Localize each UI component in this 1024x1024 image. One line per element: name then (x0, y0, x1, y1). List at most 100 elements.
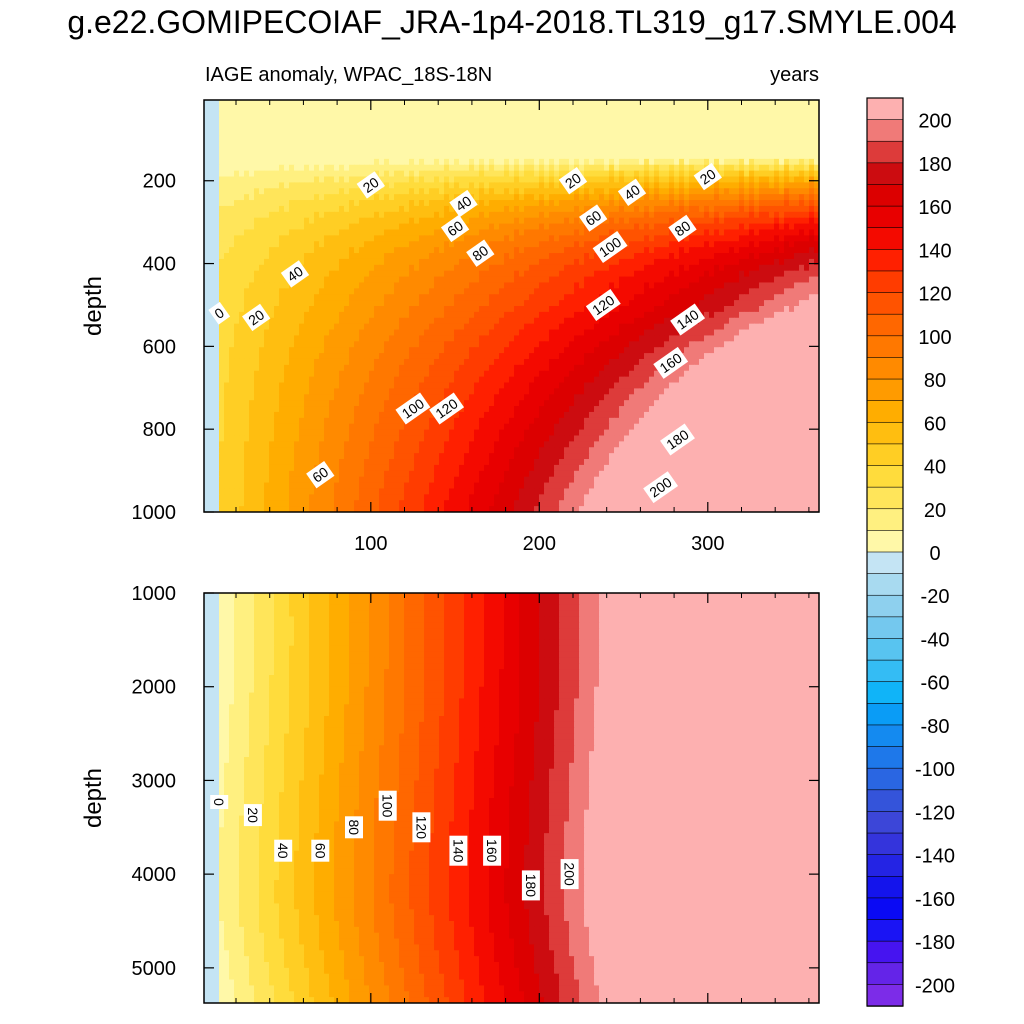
field-cell (329, 306, 335, 313)
field-cell (379, 123, 385, 131)
field-cell (229, 223, 235, 231)
field-cell (534, 282, 540, 289)
field-cell (634, 158, 640, 166)
field-cell (709, 270, 715, 278)
field-cell (239, 176, 245, 183)
field-cell (524, 329, 530, 337)
field-cell (514, 329, 520, 337)
field-cell (204, 288, 210, 295)
field-cell (309, 141, 315, 148)
field-cell (689, 147, 695, 154)
field-cell (529, 182, 535, 189)
field-cell (384, 152, 390, 160)
field-cell (489, 188, 495, 195)
field-cell (589, 264, 595, 272)
field-cell (524, 306, 530, 313)
field-cell (604, 129, 610, 136)
field-cell (799, 247, 805, 254)
field-cell (749, 306, 755, 313)
field-cell (529, 253, 535, 260)
field-cell (279, 288, 285, 295)
field-cell (479, 306, 485, 313)
field-cell (449, 253, 455, 260)
field-cell (544, 217, 550, 225)
field-cell (714, 147, 720, 154)
field-cell (729, 306, 735, 313)
field-cell (799, 311, 805, 319)
field-cell (229, 317, 235, 325)
field-cell (574, 235, 580, 242)
field-cell (619, 100, 625, 107)
field-cell (609, 123, 615, 131)
field-cell (574, 217, 580, 225)
field-cell (369, 217, 375, 225)
field-cell (769, 247, 775, 254)
field-cell (294, 182, 300, 189)
field-cell (739, 182, 745, 189)
field-cell (624, 264, 630, 272)
field-cell (714, 282, 720, 289)
field-cell (279, 294, 285, 301)
field-cell (309, 270, 315, 278)
field-cell (489, 282, 495, 289)
field-cell (604, 311, 610, 319)
field-cell (209, 176, 215, 183)
field-cell (739, 217, 745, 225)
field-cell (804, 229, 810, 236)
field-cell (784, 170, 790, 178)
field-cell (784, 188, 790, 195)
field-cell (739, 123, 745, 131)
field-cell (239, 311, 245, 319)
field-cell (619, 288, 625, 295)
field-cell (504, 258, 510, 266)
field-cell (474, 200, 480, 207)
field-cell (794, 253, 800, 260)
field-cell (674, 147, 680, 154)
field-cell (439, 123, 445, 131)
field-cell (469, 335, 475, 342)
field-cell (269, 194, 275, 201)
field-cell (419, 217, 425, 225)
field-cell (569, 217, 575, 225)
field-cell (544, 282, 550, 289)
field-cell (509, 200, 515, 207)
field-cell (284, 182, 290, 189)
field-cell (599, 323, 605, 331)
field-cell (369, 223, 375, 231)
field-cell (484, 311, 490, 319)
field-cell (744, 176, 750, 183)
field-cell (309, 117, 315, 125)
field-cell (789, 111, 795, 119)
field-cell (729, 317, 735, 325)
field-cell (559, 188, 565, 195)
field-cell (299, 229, 305, 236)
field-cell (279, 176, 285, 183)
field-cell (379, 311, 385, 319)
field-cell (574, 100, 580, 107)
field-cell (624, 152, 630, 160)
field-cell (424, 329, 430, 337)
field-cell (729, 288, 735, 295)
field-cell (524, 129, 530, 136)
field-cell (344, 100, 350, 107)
field-cell (709, 276, 715, 284)
field-cell (649, 170, 655, 178)
field-cell (789, 323, 795, 331)
field-cell (299, 258, 305, 266)
field-cell (329, 141, 335, 148)
field-cell (429, 170, 435, 178)
field-cell (244, 123, 250, 131)
field-cell (284, 300, 290, 307)
field-cell (364, 241, 370, 248)
field-cell (209, 270, 215, 278)
field-cell (249, 176, 255, 183)
field-cell (699, 235, 705, 242)
field-cell (649, 211, 655, 219)
field-cell (324, 117, 330, 125)
field-cell (619, 323, 625, 331)
field-cell (519, 152, 525, 160)
field-cell (644, 235, 650, 242)
field-cell (474, 194, 480, 201)
field-cell (414, 270, 420, 278)
field-cell (439, 294, 445, 301)
